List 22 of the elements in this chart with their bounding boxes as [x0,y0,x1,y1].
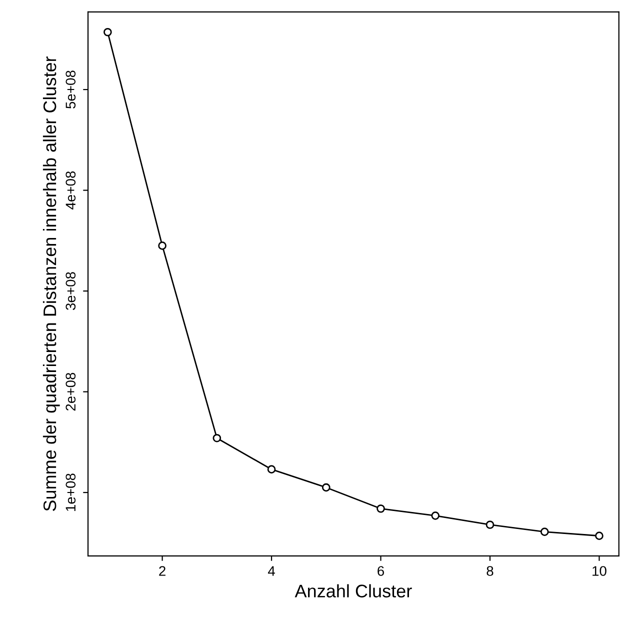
point [322,483,330,492]
x-axis-title: Anzahl Cluster [294,584,412,598]
x-tick-label: 6 [378,566,384,576]
y-axis-title: Summe der quadrierten Distanzen innerhalb aller Cluster [42,56,60,511]
point [431,512,440,520]
x-tick-label: 8 [486,566,494,576]
point [212,434,222,442]
point [104,28,112,36]
point [540,528,549,536]
point [267,465,276,474]
y-tick-label: 4e+08 [66,171,76,210]
x-tick-label: 2 [159,566,166,576]
point [158,242,166,250]
y-tick-label: 3e+08 [66,272,76,310]
point [595,532,604,540]
y-tick-label: 2e+08 [66,372,76,411]
x-tick-label: 10 [592,566,606,576]
point [486,520,494,529]
y-tick-label: 1e+08 [66,474,76,511]
x-tick-label: 4 [268,566,275,576]
y-tick-label: 5e+08 [66,70,76,108]
point [376,504,385,513]
